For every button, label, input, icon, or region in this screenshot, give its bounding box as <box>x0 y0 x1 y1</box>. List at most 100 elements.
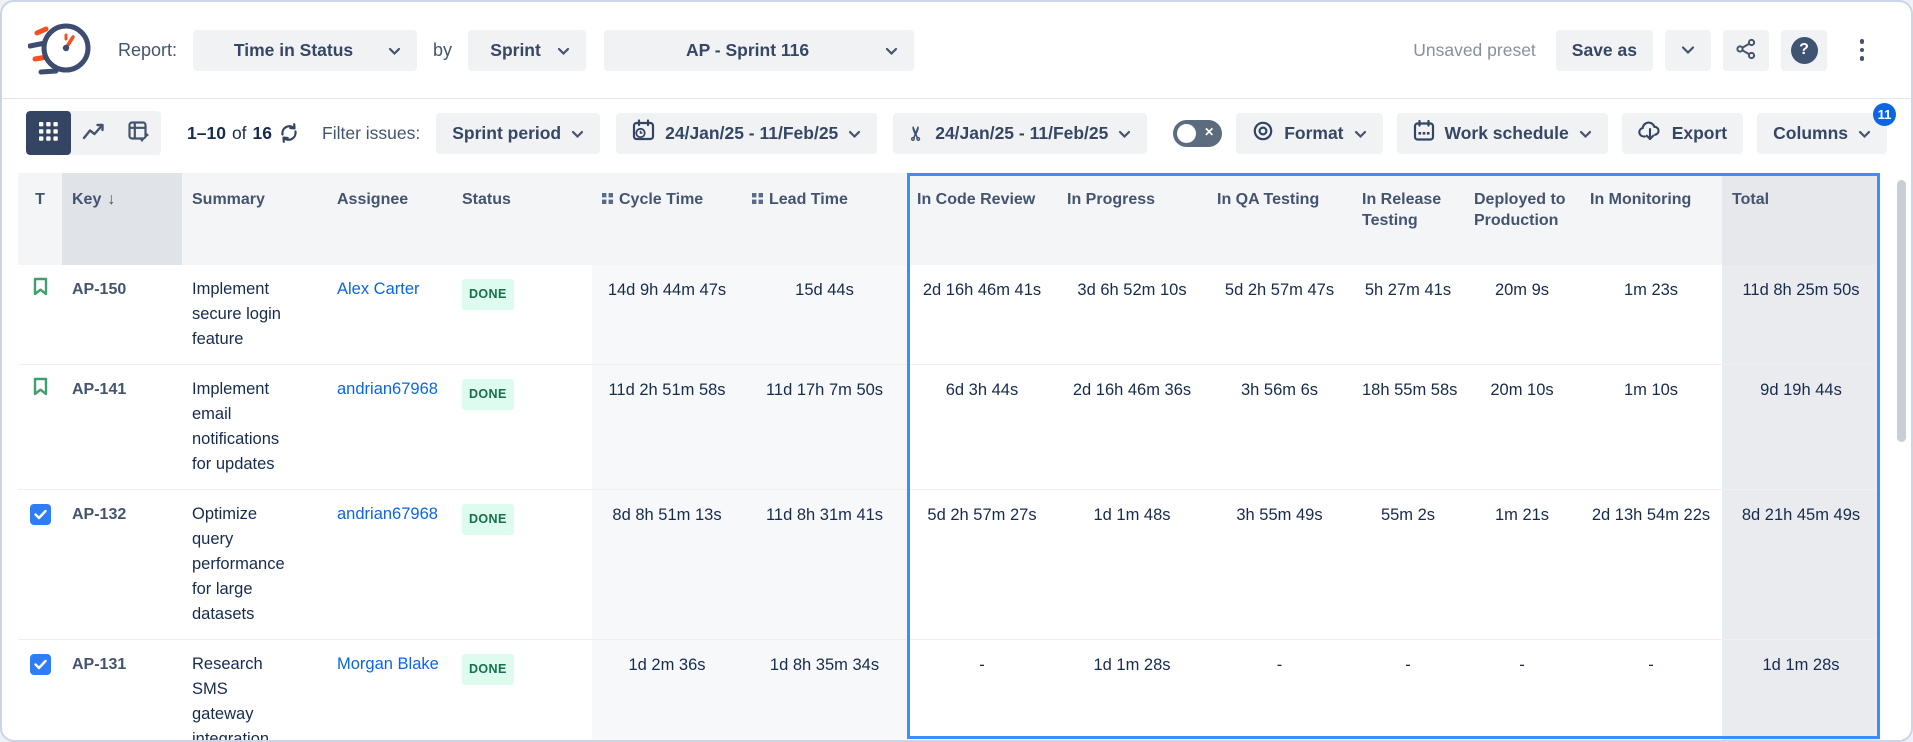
col-header-key[interactable]: Key ↓ <box>62 173 182 265</box>
vertical-scrollbar[interactable] <box>1897 180 1906 442</box>
work-schedule-dropdown[interactable]: Work schedule <box>1396 112 1608 154</box>
col-header-type[interactable]: T <box>18 173 62 265</box>
in-code-review-value: 6d 3h 44s <box>907 364 1057 490</box>
more-options-button[interactable] <box>1839 30 1885 71</box>
toggle-knob <box>1177 123 1197 143</box>
task-icon <box>29 504 51 525</box>
chevron-down-icon <box>1858 123 1871 144</box>
story-icon <box>33 277 48 300</box>
lead-time-value: 11d 17h 7m 50s <box>742 364 907 490</box>
deployed-to-production-value: 20m 10s <box>1464 364 1580 490</box>
deployed-to-production-value: 20m 9s <box>1464 265 1580 365</box>
assignee-link[interactable]: andrian67968 <box>337 380 438 398</box>
lead-time-value: 1d 8h 35m 34s <box>742 639 907 740</box>
save-options-chevron-button[interactable] <box>1665 29 1711 71</box>
kebab-menu-icon <box>1859 39 1865 61</box>
total-value: 8d 21h 45m 49s <box>1722 489 1880 640</box>
sprint-select-dropdown[interactable]: AP - Sprint 116 <box>604 29 915 71</box>
export-button[interactable]: Export <box>1621 112 1744 154</box>
toggle-switch[interactable]: ✕ <box>1173 119 1223 147</box>
share-button[interactable] <box>1723 29 1769 71</box>
chevron-down-icon <box>1118 123 1131 144</box>
in-qa-testing-value: 3h 55m 49s <box>1207 489 1352 640</box>
cloud-download-icon <box>1637 120 1662 146</box>
col-header-cycle-time[interactable]: Cycle Time <box>592 173 742 265</box>
toggle-off-x-icon: ✕ <box>1204 124 1215 139</box>
col-header-lead-time[interactable]: Lead Time <box>742 173 907 265</box>
status-badge: DONE <box>462 379 514 410</box>
issue-key[interactable]: AP-141 <box>72 381 127 398</box>
in-progress-value: 1d 1m 28s <box>1057 639 1207 740</box>
chevron-down-icon <box>1354 123 1367 144</box>
drag-handle-icon <box>752 189 763 210</box>
col-header-summary[interactable]: Summary <box>182 173 327 265</box>
format-label: Format <box>1284 122 1344 143</box>
in-release-testing-value: 5h 27m 41s <box>1352 265 1464 365</box>
in-qa-testing-value: 3h 56m 6s <box>1207 364 1352 490</box>
date-range-value: 24/Jan/25 - 11/Feb/25 <box>665 122 839 143</box>
col-header-in-qa-testing[interactable]: In QA Testing <box>1207 173 1352 265</box>
filter-issues-label: Filter issues: <box>322 122 421 143</box>
save-as-button[interactable]: Save as <box>1555 29 1653 71</box>
table-row: AP-141 Implement email notifications for… <box>18 364 1880 490</box>
issue-summary[interactable]: Implement email notifications for update… <box>182 364 327 490</box>
pivot-view-button[interactable] <box>116 111 161 155</box>
chevron-down-icon <box>557 40 570 61</box>
columns-dropdown[interactable]: Columns <box>1757 112 1887 154</box>
total-value: 9d 19h 44s <box>1722 364 1880 490</box>
issue-summary[interactable]: Research SMS gateway integration options <box>182 639 327 740</box>
assignee-link[interactable]: andrian67968 <box>337 505 438 523</box>
deployed-to-production-value: - <box>1464 639 1580 740</box>
issue-key[interactable]: AP-132 <box>72 506 127 523</box>
col-header-assignee[interactable]: Assignee <box>327 173 452 265</box>
refresh-button[interactable] <box>278 122 300 144</box>
period-value: Sprint period <box>452 122 562 143</box>
chevron-down-icon <box>1579 123 1592 144</box>
view-switcher <box>26 111 161 155</box>
share-icon <box>1735 38 1757 63</box>
columns-count-badge: 11 <box>1873 102 1896 126</box>
period-dropdown[interactable]: Sprint period <box>436 112 601 154</box>
table-row: AP-150 Implement secure login feature Al… <box>18 265 1880 365</box>
format-dropdown[interactable]: Format <box>1236 112 1383 154</box>
trim-range-value: 24/Jan/25 - 11/Feb/25 <box>935 122 1109 143</box>
issue-key[interactable]: AP-150 <box>72 281 127 298</box>
calendar-clock-icon <box>632 119 655 147</box>
story-icon <box>33 377 48 400</box>
assignee-link[interactable]: Alex Carter <box>337 280 420 298</box>
assignee-link[interactable]: Morgan Blake <box>337 655 439 673</box>
col-header-deployed-to-production[interactable]: Deployed to Production <box>1464 173 1580 265</box>
chevron-down-icon <box>885 40 898 61</box>
sort-arrow-icon: ↓ <box>107 191 116 208</box>
grid-view-button[interactable] <box>26 111 71 155</box>
help-button[interactable]: ? <box>1781 29 1827 71</box>
group-by-value: Sprint <box>490 39 541 60</box>
question-mark-icon: ? <box>1790 36 1818 64</box>
in-release-testing-value: - <box>1352 639 1464 740</box>
col-header-total[interactable]: Total <box>1722 173 1880 265</box>
line-chart-icon <box>82 122 106 145</box>
in-code-review-value: - <box>907 639 1057 740</box>
cycle-time-value: 8d 8h 51m 13s <box>592 489 742 640</box>
col-header-status[interactable]: Status <box>452 173 592 265</box>
total-value: 1d 1m 28s <box>1722 639 1880 740</box>
sprint-value: AP - Sprint 116 <box>685 39 810 60</box>
chart-view-button[interactable] <box>71 111 116 155</box>
preset-status-label: Unsaved preset <box>1413 39 1536 60</box>
col-header-in-release-testing[interactable]: In Release Testing <box>1352 173 1464 265</box>
calendar-icon <box>1413 119 1435 147</box>
issue-key[interactable]: AP-131 <box>72 656 127 673</box>
trim-range-dropdown[interactable]: ✂ 24/Jan/25 - 11/Feb/25 <box>893 112 1148 154</box>
group-by-dropdown[interactable]: Sprint <box>468 29 587 71</box>
deployed-to-production-value: 1m 21s <box>1464 489 1580 640</box>
cycle-time-value: 11d 2h 51m 58s <box>592 364 742 490</box>
issue-summary[interactable]: Implement secure login feature <box>182 265 327 365</box>
toolbar: 1–10 of 16 Filter issues: Sprint period <box>2 99 1911 167</box>
by-label: by <box>433 39 453 60</box>
col-header-in-monitoring[interactable]: In Monitoring <box>1580 173 1722 265</box>
issue-summary[interactable]: Optimize query performance for large dat… <box>182 489 327 640</box>
date-range-dropdown[interactable]: 24/Jan/25 - 11/Feb/25 <box>616 112 878 154</box>
col-header-in-code-review[interactable]: In Code Review <box>907 173 1057 265</box>
col-header-in-progress[interactable]: In Progress <box>1057 173 1207 265</box>
report-type-dropdown[interactable]: Time in Status <box>193 29 418 71</box>
